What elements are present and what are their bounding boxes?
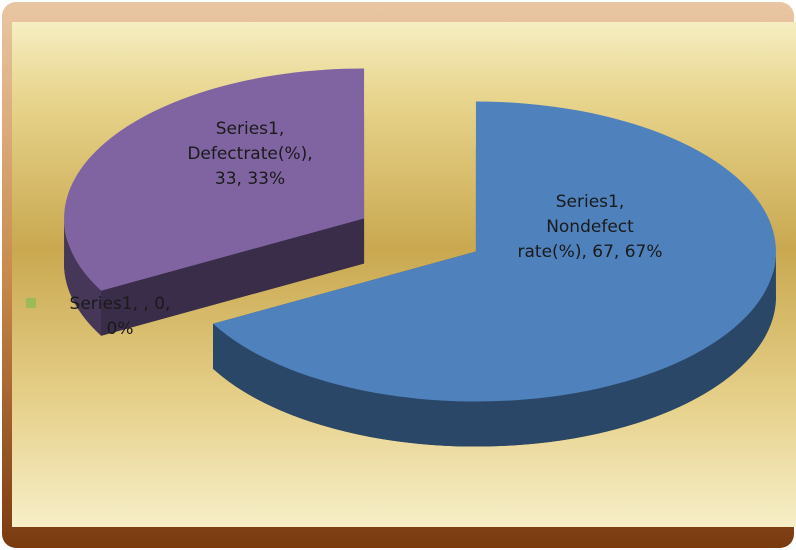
pie (64, 68, 776, 447)
slice-side (213, 251, 776, 447)
slice-side (64, 218, 102, 336)
legend-key (26, 298, 36, 308)
slice (213, 101, 776, 402)
data-label: Series1, , 0, 0% (69, 294, 171, 339)
slice (64, 68, 365, 291)
data-label: Series1, Nondefect rate(%), 67, 67% (517, 192, 663, 262)
data-label: Series1, Defectrate(%), 33, 33% (187, 119, 313, 189)
slice-wall (101, 218, 365, 336)
